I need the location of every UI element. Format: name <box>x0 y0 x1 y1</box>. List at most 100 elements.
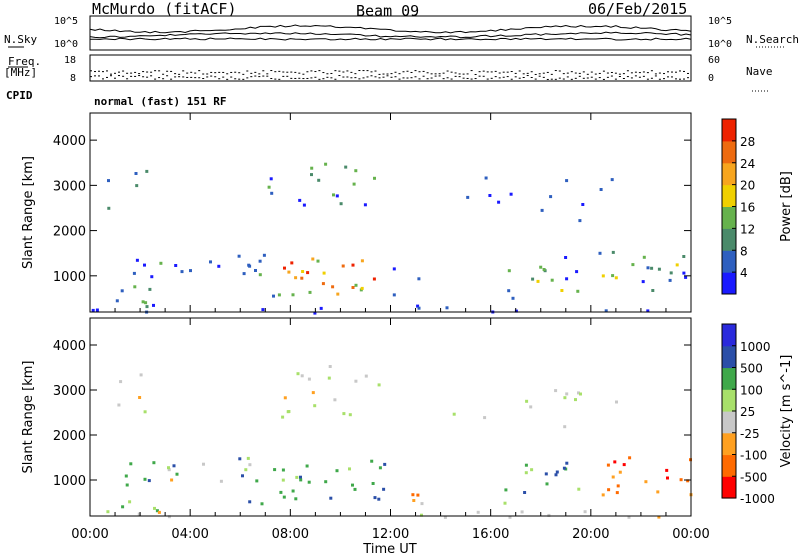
velocity-cell <box>565 392 569 396</box>
velocity-colorbar-segment <box>722 324 736 347</box>
power-ytick-label: 2000 <box>53 225 86 240</box>
nave-sample <box>294 77 297 79</box>
velocity-cell <box>364 374 368 378</box>
velocity-cell <box>307 377 311 381</box>
nsearch-trace <box>89 31 692 39</box>
power-cell <box>107 179 110 183</box>
power-cell <box>599 188 603 191</box>
velocity-cell <box>125 483 129 487</box>
velocity-cell <box>300 374 304 378</box>
nave-sample <box>154 78 157 80</box>
freq-sample <box>578 72 581 74</box>
nave-sample <box>550 78 553 80</box>
velocity-cell <box>443 515 447 519</box>
nave-sample <box>606 76 609 78</box>
freq-sample <box>310 70 313 72</box>
nave-sample <box>194 77 197 79</box>
freq-sample <box>254 71 257 73</box>
velocity-colorbar-segment <box>722 411 736 434</box>
freq-sample <box>634 71 637 73</box>
nave-sample <box>594 78 597 80</box>
power-cell <box>484 176 488 180</box>
nave-sample <box>679 78 681 80</box>
nave-sample <box>362 77 365 79</box>
velocity-cell <box>157 510 161 514</box>
freq-sample <box>426 72 429 74</box>
velocity-cell <box>371 482 375 485</box>
power-cell <box>132 271 136 275</box>
power-cell <box>550 278 554 282</box>
power-cell <box>310 173 313 177</box>
freq-sample <box>138 73 141 75</box>
velocity-cell <box>504 488 508 492</box>
freq-sample <box>110 73 112 75</box>
nave-sample <box>178 76 181 78</box>
power-cell <box>217 264 221 268</box>
power-cell <box>669 271 673 275</box>
nave-sample <box>398 78 401 80</box>
freq-sample <box>402 71 405 73</box>
xtick-label: 00:00 <box>71 527 108 542</box>
freq-sample <box>406 70 409 72</box>
nave-sample <box>94 75 96 77</box>
velocity-cell <box>503 501 507 505</box>
freq-sample <box>322 72 325 74</box>
velocity-cell <box>563 425 567 429</box>
velocity-cell <box>106 510 110 514</box>
velocity-colorbar-label: -100 <box>740 449 767 463</box>
freq-sample <box>518 70 521 72</box>
xtick-label: 16:00 <box>472 527 509 542</box>
nave-sample <box>106 76 108 78</box>
freq-sample <box>342 71 345 73</box>
power-cell <box>148 287 152 291</box>
freq-sample <box>454 72 457 74</box>
nave-sample <box>630 77 633 79</box>
velocity-ytick-label: 4000 <box>53 339 86 354</box>
velocity-cell <box>286 410 290 414</box>
velocity-cell <box>248 500 252 504</box>
power-cell <box>277 293 281 297</box>
xtick-label: 00:00 <box>672 527 709 542</box>
freq-sample <box>450 71 453 73</box>
freq-sample <box>182 70 185 72</box>
power-cell <box>152 303 155 307</box>
velocity-cell <box>483 416 487 420</box>
freq-sample <box>550 73 553 75</box>
velocity-cell <box>577 391 580 395</box>
nave-sample <box>558 77 561 79</box>
power-cell <box>189 269 192 273</box>
nsky-label: N.Sky <box>4 33 38 46</box>
cpid-text: normal (fast) 151 RF <box>94 95 227 108</box>
freq-sample <box>278 70 281 72</box>
power-cell <box>143 263 146 267</box>
velocity-colorbar-label: -1000 <box>740 492 775 506</box>
nave-sample <box>386 75 389 77</box>
velocity-cell <box>291 489 295 493</box>
velocity-cell <box>545 482 549 486</box>
velocity-cell <box>524 471 528 475</box>
power-cell <box>331 285 335 289</box>
nave-sample <box>358 78 361 80</box>
nave-sample <box>266 75 269 77</box>
nave-sample <box>262 75 265 77</box>
velocity-cell <box>311 391 315 395</box>
power-cell <box>372 277 376 281</box>
velocity-colorbar-segment <box>722 454 736 477</box>
freq-sample <box>166 70 169 72</box>
velocity-cell <box>167 468 171 472</box>
nave-sample <box>510 78 513 80</box>
power-cell <box>354 283 358 287</box>
velocity-cell <box>574 398 577 402</box>
freq-sample <box>526 72 529 74</box>
power-cell <box>601 274 605 278</box>
power-cell <box>133 285 137 289</box>
freq-sample <box>94 71 96 73</box>
nave-sample <box>646 78 649 80</box>
freq-sample <box>366 70 369 72</box>
power-cell <box>107 206 111 210</box>
power-cell <box>507 289 511 293</box>
power-cell <box>511 296 515 300</box>
power-cell <box>466 195 470 199</box>
velocity-cell <box>305 464 309 468</box>
velocity-cell <box>137 512 141 516</box>
